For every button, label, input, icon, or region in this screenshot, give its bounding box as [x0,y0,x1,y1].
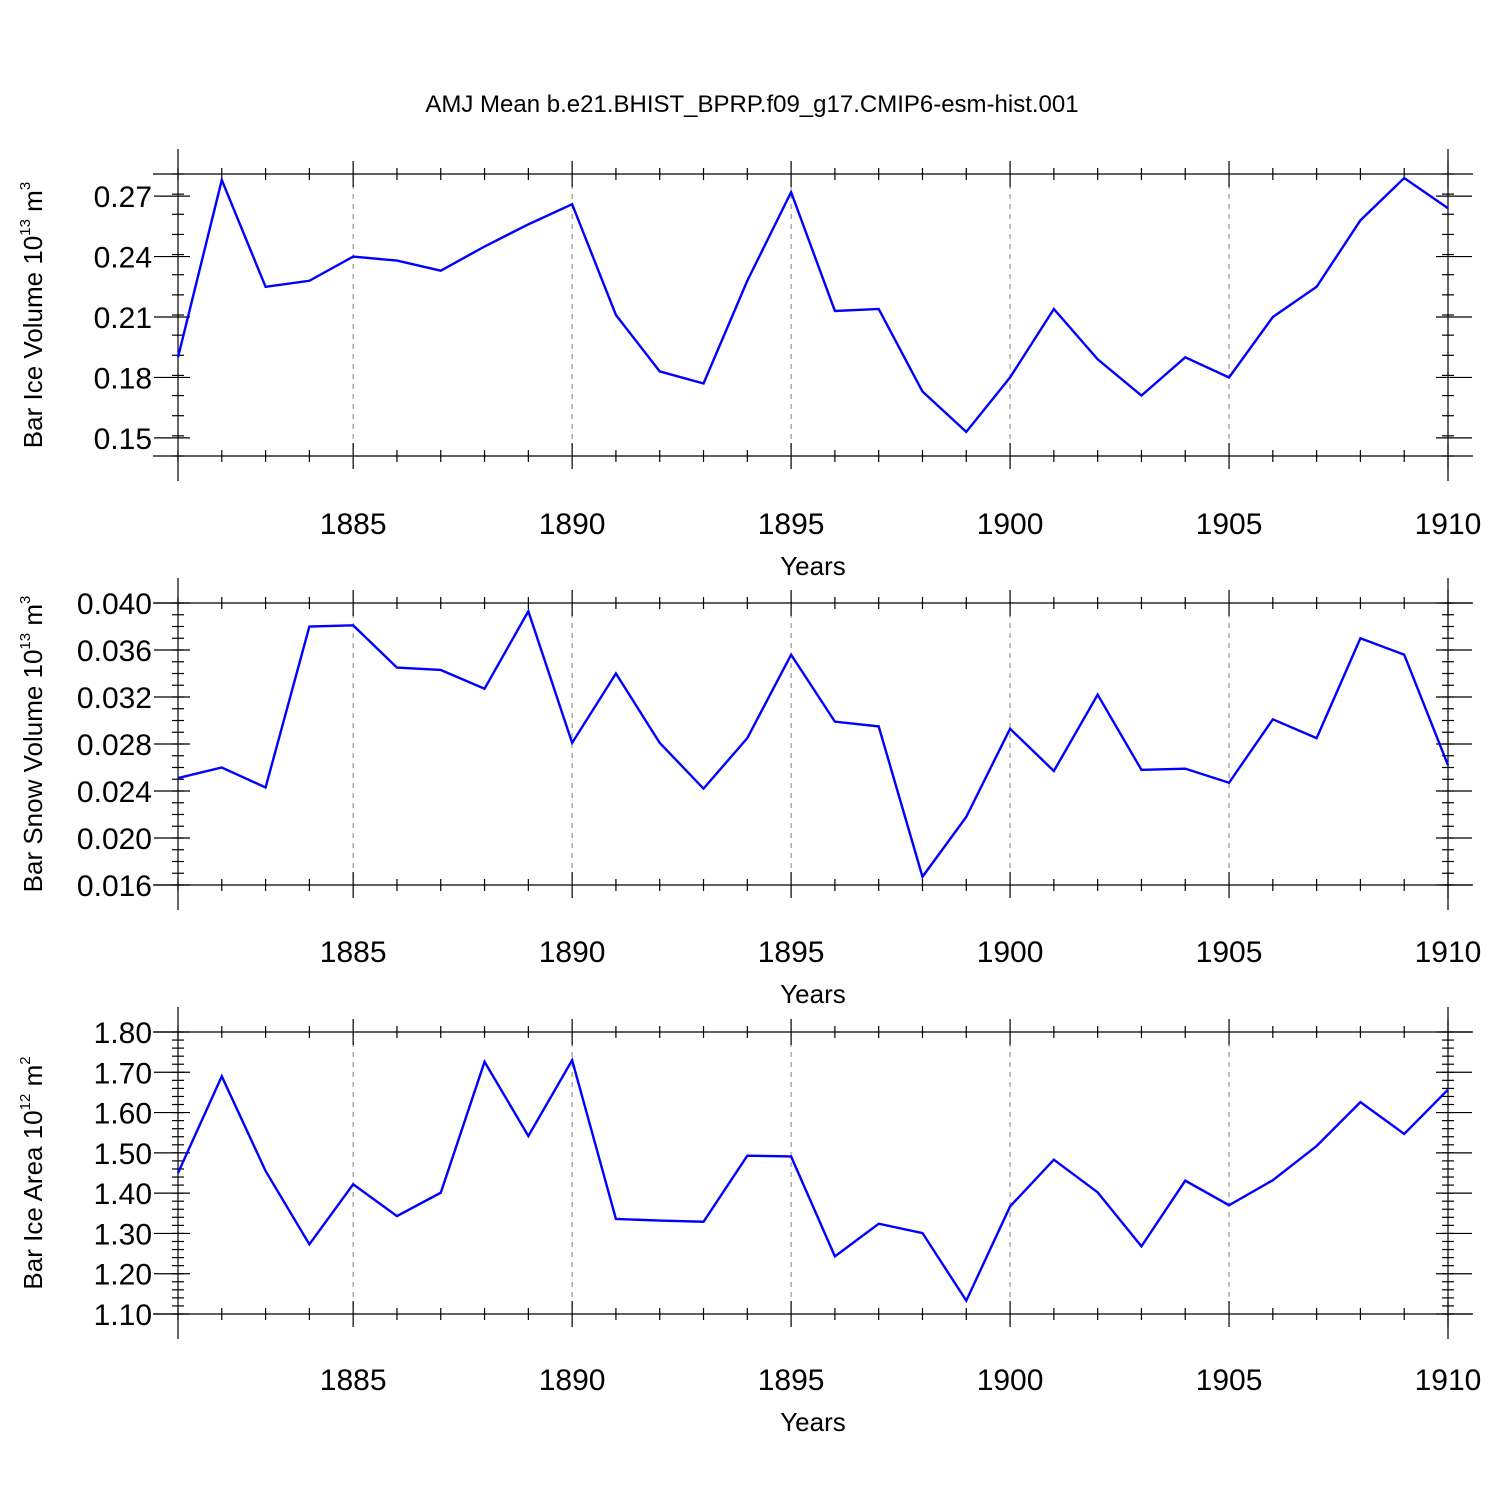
x-tick-label: 1905 [1196,1364,1263,1397]
x-tick-label: 1905 [1196,508,1263,541]
y-tick-label: 1.60 [94,1098,152,1131]
x-ticks [177,590,1449,898]
x-tick-label: 1900 [977,1364,1044,1397]
series-line [176,176,1449,434]
x-tick-label: 1885 [320,1364,387,1397]
y-tick-label: 1.10 [94,1299,152,1332]
y-tick-label: 0.15 [94,423,152,456]
panel-1: 1885 1890 1895 1900 1905 1910 0.15 0.18 0.21 0.24… [17,149,1481,581]
x-gridlines [352,174,1230,456]
x-tick-label: 1910 [1415,508,1482,541]
y-tick-label: 0.036 [77,635,152,668]
plot-frame [153,578,1473,910]
y-axis-label-main: Bar Snow Volume 10 [18,650,48,893]
x-tick-label: 1885 [320,508,387,541]
y-tick-label: 0.040 [77,588,152,621]
x-tick-label: 1895 [758,1364,825,1397]
y-axis-label-exponent: 13 [17,633,34,650]
x-gridlines [352,603,1230,885]
y-axis-label-main: Bar Ice Volume 10 [18,236,48,448]
figure-title: AMJ Mean b.e21.BHIST_BPRP.f09_g17.CMIP6-… [425,91,1078,118]
y-tick-label: 0.016 [77,870,152,903]
y-axis-label-exponent: 12 [17,1094,34,1111]
y-axis-label: Bar Ice Area 1012 m2 [17,1056,48,1289]
y-axis-label: Bar Snow Volume 1013 m3 [17,596,48,893]
y-tick-label: 0.020 [77,823,152,856]
y-axis-label: Bar Ice Volume 1013 m3 [17,182,48,448]
plot-frame [153,1007,1473,1339]
y-tick-label: 0.21 [94,302,152,335]
x-ticks [177,161,1449,469]
y-tick-label: 1.70 [94,1057,152,1090]
x-tick-label: 1910 [1415,936,1482,969]
y-axis-label-unit-exponent: 3 [17,182,34,190]
x-gridlines [352,1032,1230,1314]
y-tick-label: 0.028 [77,729,152,762]
panel-2: 1885 1890 1895 1900 1905 1910 0.016 0.020 0.024 0… [17,578,1481,1009]
x-tick-label: 1910 [1415,1364,1482,1397]
x-tick-label: 1885 [320,936,387,969]
y-tick-label: 0.18 [94,362,152,395]
y-tick-label: 0.27 [94,181,152,214]
panel-3: 1885 1890 1895 1900 1905 1910 1.10 1.20 1.30 1.40… [17,1007,1481,1437]
x-tick-label: 1895 [758,936,825,969]
y-axis-label-unit: m [18,190,48,219]
y-axis-label-unit-exponent: 3 [17,596,34,604]
x-axis-label: Years [780,1407,846,1437]
x-tick-label: 1900 [977,936,1044,969]
x-tick-label: 1900 [977,508,1044,541]
y-axis-label-unit-exponent: 2 [17,1056,34,1064]
y-tick-label: 1.40 [94,1178,152,1211]
y-ticks [154,1031,1472,1315]
y-axis-label-exponent: 13 [17,219,34,236]
y-axis-label-main: Bar Ice Area 10 [18,1110,48,1289]
y-tick-label: 0.032 [77,682,152,715]
y-ticks [154,602,1472,886]
x-axis-label: Years [780,551,846,581]
x-ticks [177,1019,1449,1327]
y-axis-label-unit: m [18,604,48,633]
y-tick-label: 0.24 [94,242,152,275]
y-tick-label: 1.30 [94,1218,152,1251]
x-tick-label: 1890 [539,508,606,541]
series-line [176,1057,1449,1304]
x-axis-label: Years [780,979,846,1009]
y-tick-label: 1.80 [94,1017,152,1050]
y-axis-label-unit: m [18,1065,48,1094]
y-ticks [154,173,1472,457]
series-line [177,608,1450,880]
x-tick-label: 1890 [539,1364,606,1397]
y-tick-label: 1.20 [94,1259,152,1292]
y-tick-label: 0.024 [77,776,152,809]
x-tick-label: 1890 [539,936,606,969]
x-tick-label: 1905 [1196,936,1263,969]
y-tick-label: 1.50 [94,1138,152,1171]
x-tick-label: 1895 [758,508,825,541]
